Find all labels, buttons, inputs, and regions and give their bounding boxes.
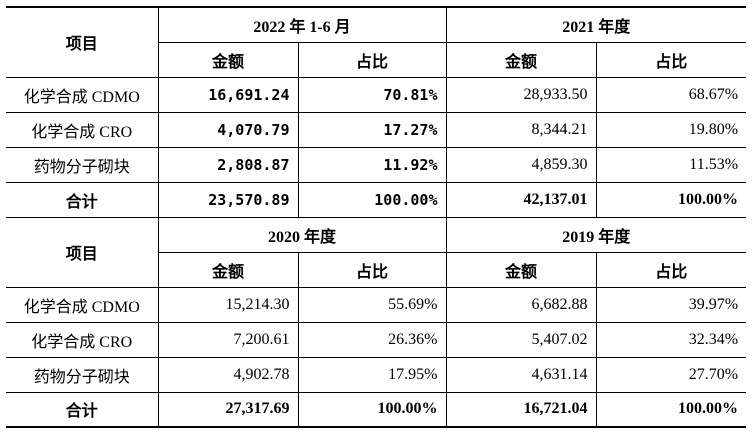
amount-cell: 6,682.88	[446, 286, 597, 322]
ratio-cell: 32.34%	[596, 321, 747, 357]
ratio-cell: 100.00%	[298, 391, 447, 428]
ratio-cell: 100.00%	[298, 181, 447, 217]
amount-cell: 5,407.02	[446, 321, 597, 357]
period-header: 2022 年 1-6 月	[158, 6, 447, 42]
total-label: 合计	[6, 181, 159, 217]
total-row: 合计 23,570.89 100.00% 42,137.01 100.00%	[6, 181, 747, 217]
ratio-cell: 100.00%	[596, 391, 747, 428]
amount-cell: 42,137.01	[446, 181, 597, 217]
period-header: 2020 年度	[158, 216, 447, 252]
revenue-composition-table: 项目 2022 年 1-6 月 2021 年度 金额 占比 金额 占比 化学合成…	[6, 6, 747, 428]
amount-header: 金额	[446, 41, 597, 77]
section-2-subheader-row: 金额 占比 金额 占比	[6, 251, 747, 287]
ratio-cell: 39.97%	[596, 286, 747, 322]
ratio-cell: 17.95%	[298, 356, 447, 392]
amount-cell: 2,808.87	[158, 146, 299, 182]
ratio-cell: 26.36%	[298, 321, 447, 357]
amount-cell: 4,070.79	[158, 111, 299, 147]
period-header: 2021 年度	[446, 6, 747, 42]
section-1-subheader-row: 金额 占比 金额 占比	[6, 41, 747, 77]
amount-header: 金额	[446, 251, 597, 287]
table-row: 化学合成 CRO 7,200.61 26.36% 5,407.02 32.34%	[6, 321, 747, 357]
row-item: 药物分子砌块	[6, 356, 159, 392]
ratio-header: 占比	[298, 251, 447, 287]
amount-cell: 28,933.50	[446, 76, 597, 112]
ratio-cell: 55.69%	[298, 286, 447, 322]
table-row: 化学合成 CRO 4,070.79 17.27% 8,344.21 19.80%	[6, 111, 747, 147]
amount-header: 金额	[158, 251, 299, 287]
amount-cell: 15,214.30	[158, 286, 299, 322]
amount-cell: 8,344.21	[446, 111, 597, 147]
ratio-cell: 17.27%	[298, 111, 447, 147]
section-2-header-row: 项目 2020 年度 2019 年度	[6, 216, 747, 287]
amount-cell: 23,570.89	[158, 181, 299, 217]
ratio-cell: 11.53%	[596, 146, 747, 182]
amount-cell: 4,859.30	[446, 146, 597, 182]
amount-cell: 4,902.78	[158, 356, 299, 392]
period-header: 2019 年度	[446, 216, 747, 252]
ratio-cell: 27.70%	[596, 356, 747, 392]
section-1-header-row: 项目 2022 年 1-6 月 2021 年度	[6, 6, 747, 77]
ratio-cell: 100.00%	[596, 181, 747, 217]
ratio-cell: 11.92%	[298, 146, 447, 182]
item-header: 项目	[6, 6, 159, 77]
table-row: 药物分子砌块 2,808.87 11.92% 4,859.30 11.53%	[6, 146, 747, 182]
ratio-cell: 19.80%	[596, 111, 747, 147]
amount-cell: 16,691.24	[158, 76, 299, 112]
amount-header: 金额	[158, 41, 299, 77]
ratio-header: 占比	[596, 41, 747, 77]
row-item: 化学合成 CRO	[6, 111, 159, 147]
row-item: 化学合成 CDMO	[6, 286, 159, 322]
table-row: 化学合成 CDMO 16,691.24 70.81% 28,933.50 68.…	[6, 76, 747, 112]
amount-cell: 7,200.61	[158, 321, 299, 357]
amount-cell: 16,721.04	[446, 391, 597, 428]
row-item: 化学合成 CDMO	[6, 76, 159, 112]
ratio-header: 占比	[596, 251, 747, 287]
ratio-header: 占比	[298, 41, 447, 77]
amount-cell: 27,317.69	[158, 391, 299, 428]
total-label: 合计	[6, 391, 159, 428]
table-row: 药物分子砌块 4,902.78 17.95% 4,631.14 27.70%	[6, 356, 747, 392]
item-header: 项目	[6, 216, 159, 287]
ratio-cell: 68.67%	[596, 76, 747, 112]
row-item: 化学合成 CRO	[6, 321, 159, 357]
amount-cell: 4,631.14	[446, 356, 597, 392]
row-item: 药物分子砌块	[6, 146, 159, 182]
table-row: 化学合成 CDMO 15,214.30 55.69% 6,682.88 39.9…	[6, 286, 747, 322]
total-row: 合计 27,317.69 100.00% 16,721.04 100.00%	[6, 391, 747, 428]
ratio-cell: 70.81%	[298, 76, 447, 112]
